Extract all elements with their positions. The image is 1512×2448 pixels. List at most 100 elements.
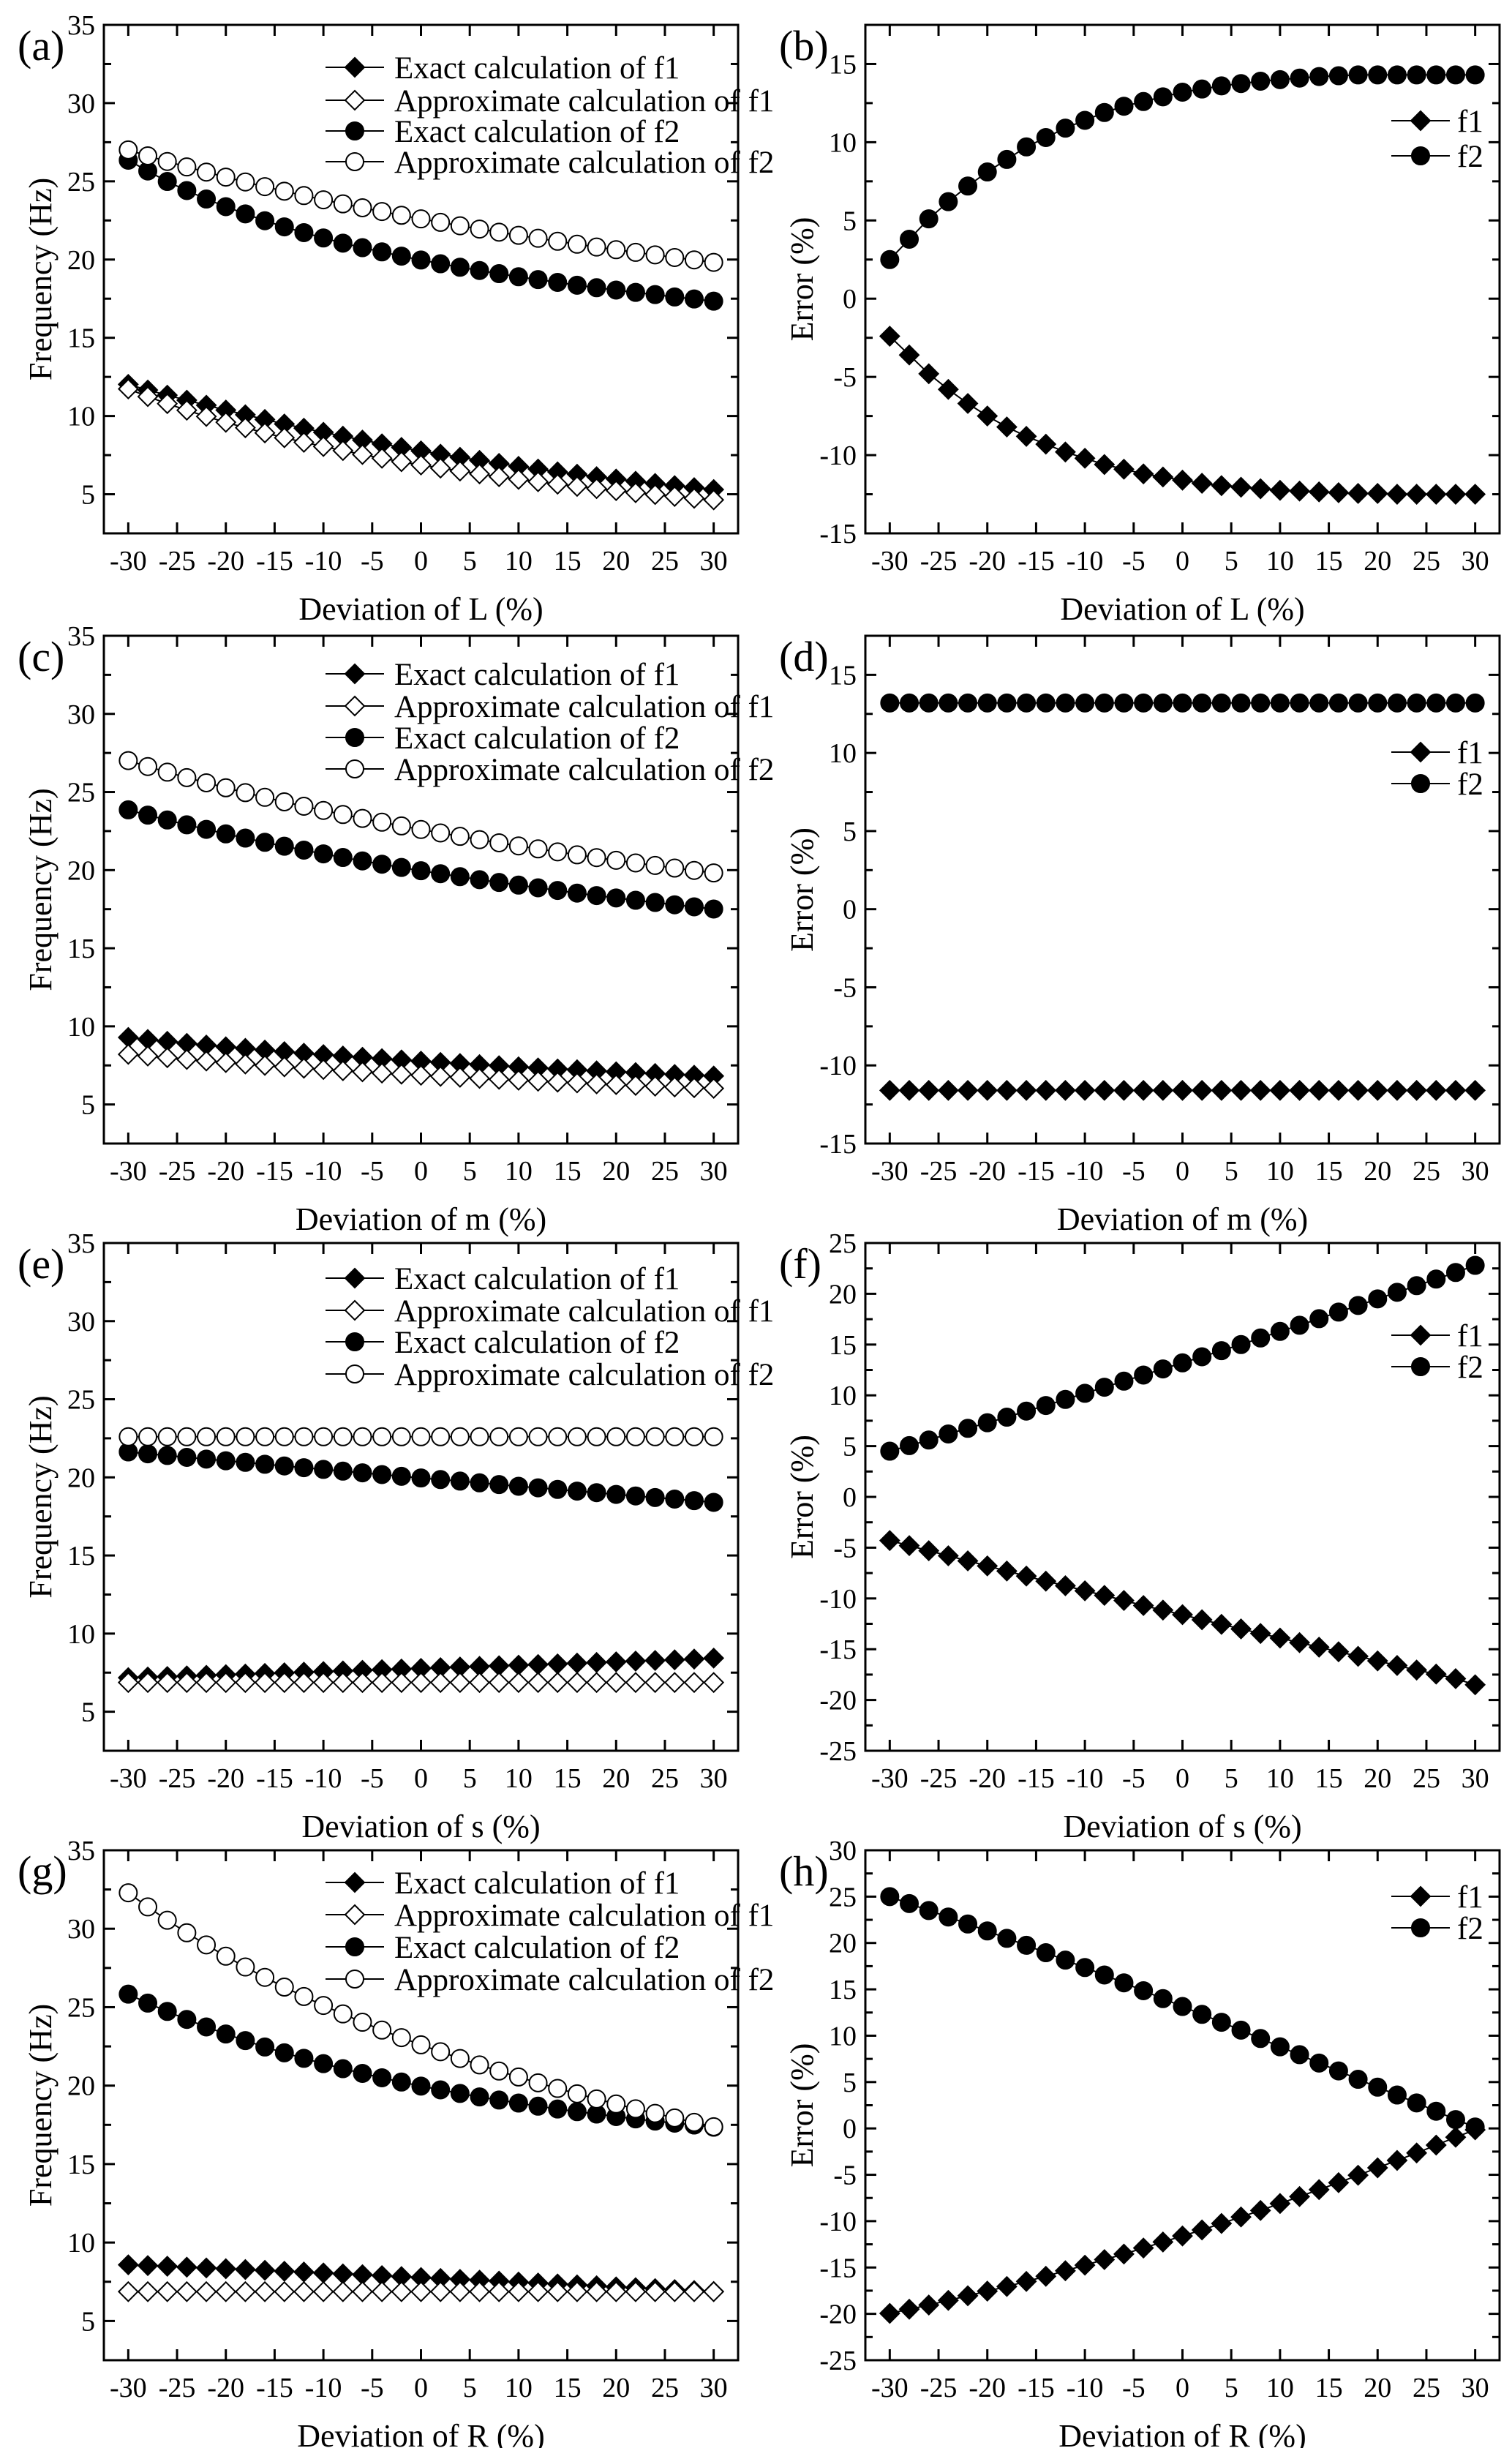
panel-label: (e) — [18, 1240, 64, 1288]
legend-label: Exact calculation of f1 — [394, 51, 680, 86]
data-point — [138, 1427, 158, 1446]
data-point — [1249, 1623, 1271, 1645]
data-point — [353, 851, 372, 871]
data-point — [137, 386, 159, 408]
series-f2 — [880, 1887, 1485, 2137]
data-point — [410, 454, 432, 476]
data-point — [1173, 693, 1192, 713]
data-point — [294, 1458, 314, 1478]
y-tick-label: 5 — [843, 206, 857, 236]
data-point — [371, 1672, 393, 1694]
data-point — [919, 1430, 939, 1450]
x-tick-label: 30 — [1462, 1763, 1489, 1794]
data-point — [1406, 2142, 1428, 2164]
data-point — [683, 487, 705, 509]
data-point — [606, 1484, 626, 1504]
data-point — [918, 1540, 940, 1561]
data-point — [645, 2103, 665, 2123]
data-point — [314, 800, 334, 820]
x-tick-label: -25 — [159, 1763, 196, 1794]
data-point — [1211, 1341, 1231, 1361]
data-point — [1328, 693, 1348, 713]
data-point — [958, 1914, 978, 1934]
y-tick-label: 20 — [829, 1279, 857, 1310]
data-point — [1269, 1079, 1291, 1101]
x-tick-label: -15 — [256, 1156, 293, 1187]
data-point — [546, 473, 568, 495]
data-point — [216, 197, 236, 217]
data-point — [548, 1427, 568, 1446]
data-point — [1407, 1276, 1426, 1296]
data-point — [546, 1672, 568, 1694]
data-point — [587, 886, 606, 906]
data-point — [625, 1486, 645, 1506]
data-point — [234, 1053, 256, 1075]
data-point — [684, 250, 704, 270]
data-point — [274, 1056, 296, 1078]
data-point — [1366, 483, 1388, 504]
data-point — [1055, 1575, 1076, 1596]
data-point — [1113, 1079, 1135, 1101]
y-tick-label: 35 — [67, 621, 95, 652]
data-point — [1075, 693, 1095, 713]
x-tick-label: -25 — [159, 1156, 196, 1187]
y-tick-label: -15 — [819, 1634, 857, 1665]
legend-marker — [344, 1904, 366, 1926]
data-point — [1366, 1079, 1388, 1101]
data-point — [1269, 479, 1291, 501]
x-tick-label: -30 — [871, 1763, 909, 1794]
data-point — [177, 815, 197, 835]
legend-marker — [345, 1364, 364, 1383]
y-tick-label: 15 — [829, 1975, 857, 2005]
data-point — [431, 2042, 451, 2062]
data-point — [372, 2020, 392, 2040]
y-tick-label: 5 — [843, 1432, 857, 1463]
data-point — [996, 2275, 1018, 2297]
data-point — [937, 1079, 959, 1101]
data-point — [1269, 1627, 1291, 1649]
data-point — [137, 2255, 159, 2277]
y-tick-label: 20 — [67, 855, 95, 886]
data-point — [1015, 1079, 1037, 1101]
data-point — [117, 2280, 139, 2302]
data-point — [683, 1648, 705, 1670]
data-point — [137, 2280, 159, 2302]
y-tick-label: 5 — [81, 1090, 95, 1121]
data-point — [1114, 1973, 1134, 1993]
legend-label: f1 — [1457, 736, 1483, 770]
x-tick-label: 30 — [700, 546, 728, 577]
x-tick-label: -20 — [207, 2373, 244, 2403]
data-point — [411, 250, 431, 270]
data-point — [157, 2002, 177, 2021]
data-point — [333, 1427, 353, 1446]
series-f1 — [879, 1079, 1486, 1101]
data-point — [1445, 1079, 1467, 1101]
data-point — [1074, 2254, 1096, 2276]
y-tick-label: 35 — [67, 10, 95, 41]
data-point — [1055, 2260, 1076, 2282]
data-point — [1114, 97, 1134, 116]
data-point — [431, 864, 451, 884]
y-tick-label: 25 — [829, 1882, 857, 1912]
data-point — [1132, 1595, 1154, 1616]
data-point — [195, 2257, 217, 2279]
x-axis: -30 -25 -20 -15 -10 -5 0 5 10 15 20 25 30 — [110, 1243, 728, 1794]
x-tick-label: 15 — [1315, 1156, 1343, 1187]
x-tick-label: 5 — [1225, 1156, 1238, 1187]
data-point — [527, 1070, 549, 1092]
data-point — [548, 1479, 568, 1499]
data-point — [353, 198, 372, 217]
data-point — [567, 1427, 587, 1446]
data-point — [254, 2280, 276, 2302]
data-point — [1308, 481, 1330, 503]
data-point — [508, 1672, 530, 1694]
data-point — [197, 1449, 217, 1469]
x-axis: -30 -25 -20 -15 -10 -5 0 5 10 15 20 25 30 — [110, 636, 728, 1187]
x-tick-label: -10 — [1067, 546, 1104, 577]
data-point — [332, 440, 354, 462]
x-tick-label: -10 — [1067, 1156, 1104, 1187]
data-point — [1191, 2219, 1213, 2241]
y-tick-label: 25 — [829, 1228, 857, 1259]
data-point — [605, 1074, 627, 1095]
